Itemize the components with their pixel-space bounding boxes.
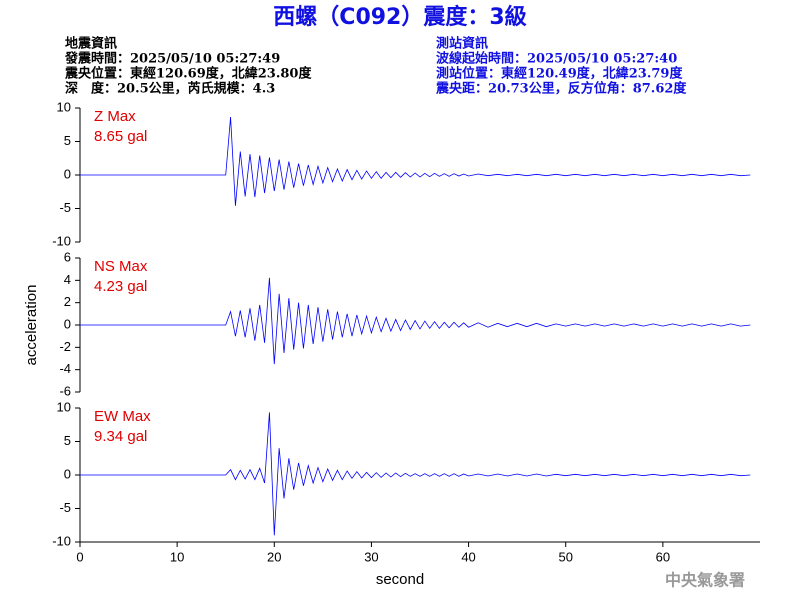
y-tick-label: -10 [52,533,71,548]
y-tick-label: 10 [57,99,71,114]
annotation: 8.65 gal [94,128,147,145]
x-tick-label: 20 [267,549,281,564]
x-tick-label: 0 [76,549,83,564]
annotation: NS Max [94,258,148,275]
y-tick-label: 2 [64,294,71,309]
x-tick-label: 50 [558,549,572,564]
info-right: 震央距：20.73公里，反方位角：87.62度 [435,81,687,97]
y-tick-label: -5 [59,200,71,215]
x-axis-label: second [376,571,424,588]
annotation: 4.23 gal [94,278,147,295]
waveform [80,277,751,365]
x-tick-label: 10 [170,549,184,564]
y-tick-label: 10 [57,399,71,414]
y-tick-label: 4 [64,272,71,287]
x-tick-label: 40 [461,549,475,564]
x-tick-label: 60 [656,549,670,564]
title: 西螺（C092）震度：3級 [273,4,526,30]
y-tick-label: -10 [52,233,71,248]
annotation: EW Max [94,408,151,425]
info-right: 測站位置：東經120.49度，北緯23.79度 [436,66,683,82]
y-tick-label: 5 [64,133,71,148]
waveform [80,412,751,536]
waveform [80,117,751,206]
info-left: 發震時間：2025/05/10 05:27:49 [64,51,280,67]
y-tick-label: -5 [59,500,71,515]
info-left: 深 度：20.5公里，芮氏規模：4.3 [65,81,275,97]
y-tick-label: 0 [64,166,71,181]
info-right: 波線起始時間：2025/05/10 05:27:40 [436,51,677,67]
info-left: 震央位置：東經120.69度，北緯23.80度 [64,66,312,82]
y-axis-label: acceleration [23,285,40,366]
annotation: Z Max [94,108,136,125]
y-tick-label: 0 [64,316,71,331]
y-tick-label: 0 [64,466,71,481]
info-right: 測站資訊 [436,36,488,52]
x-tick-label: 30 [364,549,378,564]
y-tick-label: 5 [64,433,71,448]
y-tick-label: -2 [59,339,71,354]
info-left: 地震資訊 [65,36,117,52]
y-tick-label: -6 [59,383,71,398]
footer: 中央氣象署 [665,571,745,590]
annotation: 9.34 gal [94,428,147,445]
y-tick-label: 6 [64,249,71,264]
y-tick-label: -4 [59,361,71,376]
